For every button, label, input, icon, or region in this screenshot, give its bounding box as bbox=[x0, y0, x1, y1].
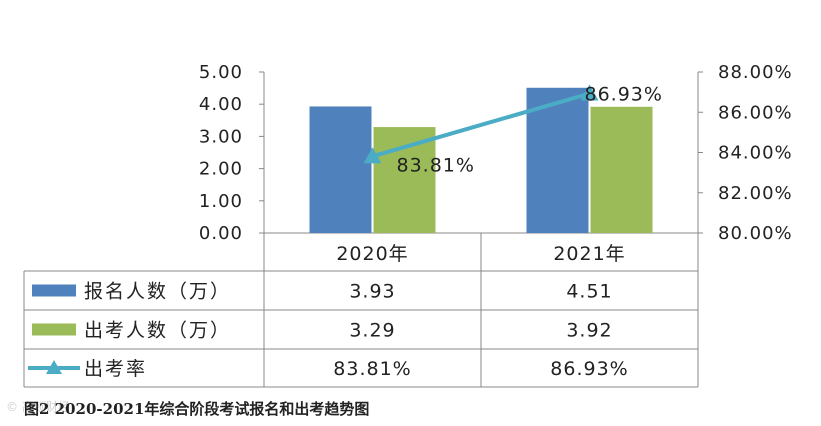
bar-series bbox=[309, 87, 653, 233]
right-tick-label: 88.00% bbox=[718, 62, 793, 83]
series-name: 报名人数（万） bbox=[84, 281, 231, 303]
table-cell-value: 3.29 bbox=[349, 320, 395, 342]
series-name: 出考率 bbox=[84, 358, 147, 380]
table-cell-value: 4.51 bbox=[566, 281, 612, 303]
left-tick-label: 0.00 bbox=[199, 223, 243, 244]
table-cell-value: 3.92 bbox=[566, 320, 612, 342]
table-cell-value: 83.81% bbox=[333, 358, 411, 380]
left-tick-label: 1.00 bbox=[199, 191, 243, 212]
bar bbox=[526, 87, 589, 233]
figure-caption: 图2 2020-2021年综合阶段考试报名和出考趋势图 bbox=[24, 400, 370, 418]
line-series: 83.81% 86.93% bbox=[363, 84, 663, 176]
category-label: 2020年 bbox=[336, 243, 408, 265]
series-name: 出考人数（万） bbox=[84, 320, 231, 342]
right-axis: 80.00% 82.00% 84.00% 86.00% 88.00% bbox=[697, 62, 793, 244]
bar bbox=[373, 127, 436, 233]
right-tick-label: 82.00% bbox=[718, 183, 793, 204]
left-axis: 0.00 1.00 2.00 3.00 4.00 5.00 bbox=[199, 62, 265, 244]
table-cell-value: 86.93% bbox=[550, 358, 628, 380]
legend-swatch bbox=[32, 323, 76, 336]
legend-marker bbox=[46, 360, 62, 374]
watermark: © 高顿财经 bbox=[6, 400, 70, 414]
data-label: 83.81% bbox=[397, 154, 475, 176]
left-tick-label: 4.00 bbox=[199, 94, 243, 115]
line-path bbox=[371, 91, 591, 159]
left-tick-label: 3.00 bbox=[199, 126, 243, 147]
right-tick-label: 86.00% bbox=[718, 102, 793, 123]
right-tick-label: 84.00% bbox=[718, 143, 793, 164]
category-label: 2021年 bbox=[553, 243, 625, 265]
left-tick-label: 2.00 bbox=[199, 159, 243, 180]
data-table-grid bbox=[23, 232, 699, 388]
table-cell-value: 3.93 bbox=[349, 281, 395, 303]
data-label: 86.93% bbox=[585, 84, 663, 106]
left-tick-label: 5.00 bbox=[199, 62, 243, 83]
bar bbox=[309, 106, 372, 233]
line-marker bbox=[363, 147, 382, 164]
right-tick-label: 80.00% bbox=[718, 223, 793, 244]
line-marker bbox=[580, 84, 599, 101]
legend-swatch bbox=[32, 284, 76, 297]
bar bbox=[590, 106, 653, 233]
